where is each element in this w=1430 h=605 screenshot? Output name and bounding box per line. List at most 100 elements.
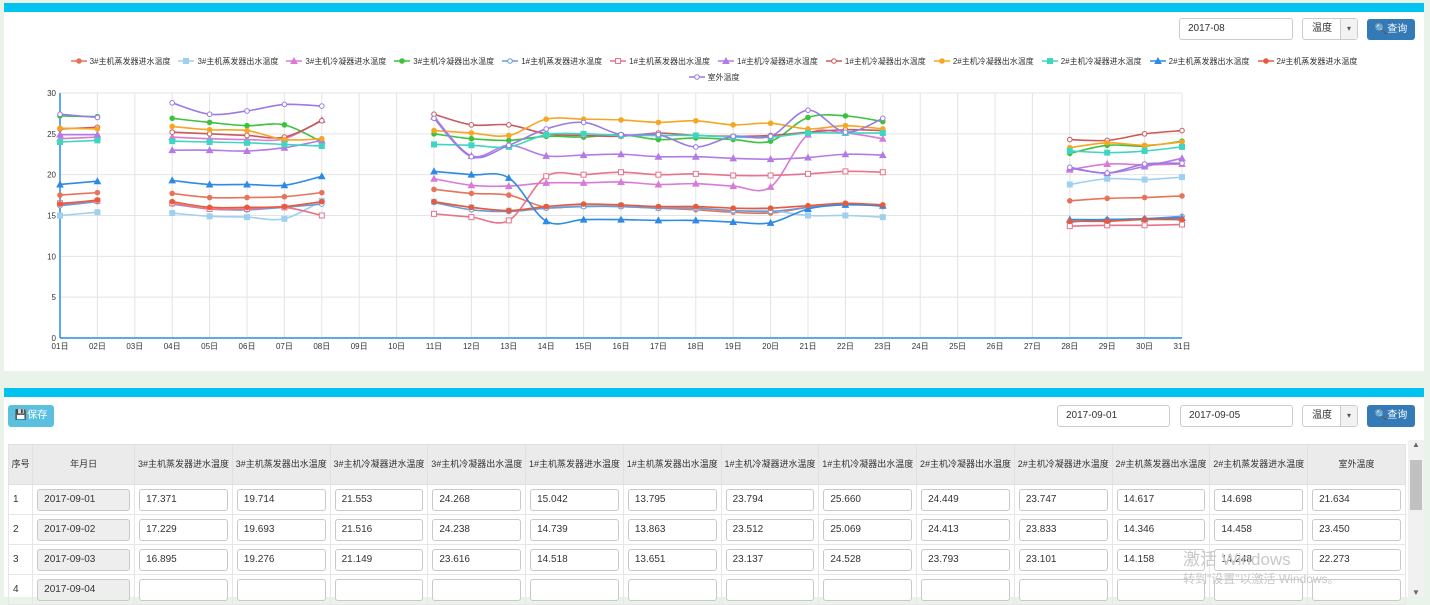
value-input[interactable]: 13.795 xyxy=(627,488,717,511)
value-input[interactable]: 23.137 xyxy=(725,548,815,571)
scroll-up-icon[interactable]: ▲ xyxy=(1412,440,1420,449)
data-point xyxy=(243,146,251,154)
query-button-bottom[interactable]: 🔍查询 xyxy=(1367,405,1415,427)
value-input[interactable]: 13.651 xyxy=(627,548,717,571)
data-point xyxy=(1141,194,1148,201)
value-input[interactable]: 21.516 xyxy=(334,518,424,541)
value-input[interactable]: 14.346 xyxy=(1116,518,1206,541)
query-button[interactable]: 🔍查询 xyxy=(1367,19,1415,40)
data-point xyxy=(317,172,326,180)
value-input[interactable]: 25.069 xyxy=(823,518,913,541)
value-input[interactable] xyxy=(236,578,326,601)
value-input[interactable] xyxy=(823,578,913,601)
data-point xyxy=(691,152,700,160)
x-tick-label: 21日 xyxy=(800,342,817,351)
value-input[interactable]: 19.714 xyxy=(236,488,326,511)
value-input[interactable] xyxy=(139,578,228,601)
scrollbar-thumb[interactable] xyxy=(1410,460,1422,510)
legend-item[interactable]: 3#主机蒸发器出水温度 xyxy=(178,56,278,67)
legend-item[interactable]: 3#主机冷凝器进水温度 xyxy=(286,56,386,67)
value-input[interactable] xyxy=(334,578,424,601)
x-tick-label: 25日 xyxy=(949,342,966,351)
data-point xyxy=(542,151,551,159)
value-input[interactable] xyxy=(921,578,1010,601)
data-point xyxy=(431,141,437,148)
data-point xyxy=(1141,216,1148,223)
legend-item[interactable]: 3#主机蒸发器进水温度 xyxy=(70,56,170,67)
value-input[interactable] xyxy=(725,578,815,601)
value-input[interactable]: 23.747 xyxy=(1018,488,1108,511)
data-point xyxy=(543,173,550,180)
save-button[interactable]: 💾保存 xyxy=(8,405,54,427)
legend-item[interactable]: 室外温度 xyxy=(688,72,740,83)
value-input[interactable]: 19.693 xyxy=(236,518,326,541)
value-input[interactable]: 23.512 xyxy=(725,518,815,541)
legend-item[interactable]: 1#主机冷凝器进水温度 xyxy=(718,56,818,67)
value-input[interactable]: 24.238 xyxy=(432,518,522,541)
value-input[interactable]: 14.739 xyxy=(530,518,619,541)
data-point xyxy=(468,142,475,149)
legend-item[interactable]: 1#主机蒸发器进水温度 xyxy=(502,56,602,67)
data-point xyxy=(319,117,325,124)
value-input[interactable]: 14.617 xyxy=(1116,488,1206,511)
legend-item[interactable]: 2#主机蒸发器进水温度 xyxy=(1257,56,1357,67)
legend-item[interactable]: 2#主机冷凝器进水温度 xyxy=(1041,56,1142,67)
value-input[interactable]: 23.793 xyxy=(921,548,1010,571)
y-tick-label: 20 xyxy=(47,171,56,180)
legend-item[interactable]: 1#主机蒸发器出水温度 xyxy=(610,56,710,67)
value-input[interactable]: 16.895 xyxy=(139,548,228,571)
value-input[interactable]: 14.248 xyxy=(1214,548,1304,571)
month-input[interactable]: 2017-08 xyxy=(1179,18,1293,40)
type-select[interactable]: 温度 ▾ xyxy=(1302,18,1358,40)
value-input[interactable]: 24.449 xyxy=(921,488,1010,511)
value-input[interactable]: 14.698 xyxy=(1214,488,1304,511)
legend-label: 2#主机冷凝器进水温度 xyxy=(1060,56,1142,66)
value-input[interactable]: 21.149 xyxy=(334,548,424,571)
series-line xyxy=(59,191,98,196)
value-input[interactable]: 24.268 xyxy=(432,488,522,511)
vertical-scrollbar[interactable]: ▲ ▼ xyxy=(1408,440,1424,597)
data-point xyxy=(654,152,663,160)
data-point xyxy=(766,155,775,163)
value-input[interactable]: 15.042 xyxy=(530,488,619,511)
legend-item[interactable]: 2#主机冷凝器出水温度 xyxy=(933,56,1034,67)
type-select-bottom[interactable]: 温度 ▾ xyxy=(1302,405,1358,427)
value-input[interactable]: 24.413 xyxy=(921,518,1010,541)
value-input[interactable]: 23.101 xyxy=(1018,548,1108,571)
legend-swatch-icon xyxy=(1041,58,1058,64)
query-label: 查询 xyxy=(1387,24,1408,35)
value-input[interactable]: 17.371 xyxy=(139,488,228,511)
start-date-input[interactable]: 2017-09-01 xyxy=(1057,405,1170,427)
save-icon: 💾 xyxy=(14,410,28,421)
value-input[interactable]: 21.634 xyxy=(1312,488,1401,511)
legend-item[interactable]: 3#主机冷凝器出水温度 xyxy=(394,56,494,67)
scroll-down-icon[interactable]: ▼ xyxy=(1412,588,1420,597)
value-input[interactable] xyxy=(627,578,717,601)
series-line xyxy=(1069,223,1183,227)
value-input[interactable]: 23.616 xyxy=(432,548,522,571)
value-input[interactable]: 14.158 xyxy=(1116,548,1206,571)
legend-item[interactable]: 2#主机蒸发器出水温度 xyxy=(1149,56,1250,67)
value-input[interactable]: 23.450 xyxy=(1312,518,1401,541)
value-input[interactable]: 23.833 xyxy=(1018,518,1108,541)
value-input[interactable]: 24.528 xyxy=(823,548,913,571)
value-input[interactable] xyxy=(432,578,522,601)
value-input[interactable]: 25.660 xyxy=(823,488,913,511)
value-input[interactable]: 19.276 xyxy=(236,548,326,571)
data-point xyxy=(842,200,849,207)
value-input[interactable]: 22.273 xyxy=(1312,548,1401,571)
legend-item[interactable]: 1#主机冷凝器出水温度 xyxy=(825,56,926,67)
value-input[interactable]: 17.229 xyxy=(139,518,228,541)
value-input[interactable]: 14.458 xyxy=(1214,518,1304,541)
value-input[interactable] xyxy=(1018,578,1108,601)
column-header: 室外温度 xyxy=(1307,444,1406,485)
end-date-input[interactable]: 2017-09-05 xyxy=(1180,405,1293,427)
value-input[interactable]: 23.794 xyxy=(725,488,815,511)
value-input[interactable]: 13.863 xyxy=(627,518,717,541)
type-select-value: 温度 xyxy=(1312,23,1332,34)
value-input[interactable]: 14.518 xyxy=(530,548,619,571)
value-input[interactable]: 21.553 xyxy=(334,488,424,511)
data-point xyxy=(693,203,699,210)
value-input[interactable] xyxy=(530,578,619,601)
data-point xyxy=(206,119,213,126)
